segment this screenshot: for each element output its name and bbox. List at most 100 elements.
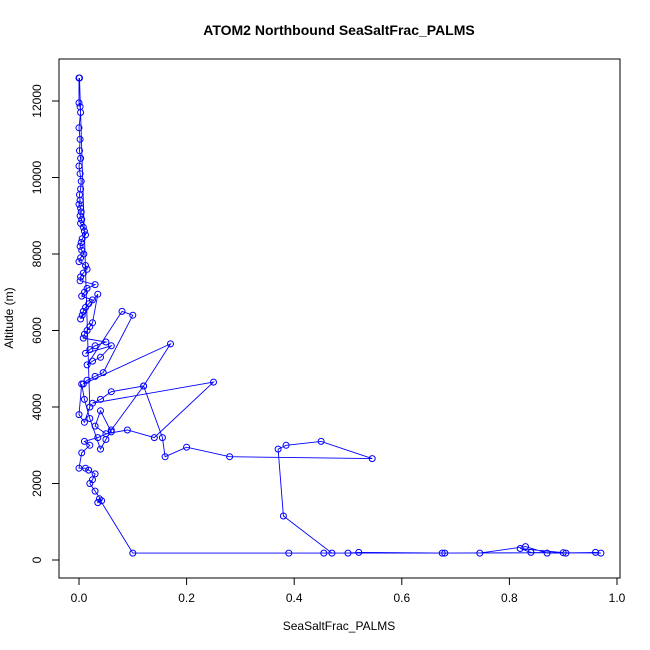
data-point: [76, 196, 84, 204]
data-point: [285, 549, 293, 557]
data-point: [86, 415, 94, 422]
data-point: [77, 315, 85, 323]
data-point: [91, 470, 99, 478]
data-point: [94, 499, 102, 507]
data-point: [78, 216, 86, 224]
data-point: [82, 349, 89, 357]
data-point: [85, 466, 93, 474]
data-point: [89, 357, 96, 365]
x-tick-label: 0.6: [393, 591, 410, 605]
data-point: [543, 549, 551, 557]
data-point: [80, 418, 88, 426]
data-point: [210, 378, 217, 386]
data-point: [77, 109, 85, 116]
data-point: [89, 296, 96, 304]
data-point: [83, 265, 91, 273]
data-point: [77, 204, 85, 212]
data-point: [80, 437, 88, 445]
data-point: [82, 304, 89, 311]
data-point: [76, 135, 84, 143]
data-point: [79, 307, 87, 315]
data-point: [75, 200, 83, 208]
data-point: [102, 338, 110, 346]
data-point: [320, 549, 328, 557]
y-tick-label: 2000: [30, 470, 44, 497]
y-axis: 0 2000 4000 6000 8000 10000 12000: [30, 84, 60, 563]
data-point: [274, 445, 282, 453]
data-point: [140, 382, 148, 390]
data-point: [78, 292, 86, 300]
data-point: [317, 437, 325, 445]
data-point: [95, 495, 103, 503]
data-point: [86, 441, 94, 449]
series-line: [78, 77, 601, 554]
data-point: [77, 154, 85, 162]
data-point: [123, 426, 131, 434]
data-point: [94, 434, 102, 442]
data-point: [150, 434, 158, 442]
data-point: [226, 453, 234, 461]
data-point: [183, 443, 191, 451]
x-axis: 0.0 0.2 0.4 0.6 0.8 1.0: [71, 577, 626, 605]
data-point: [97, 353, 104, 361]
data-point: [441, 549, 449, 557]
y-tick-label: 10000: [30, 160, 44, 194]
data-point: [167, 340, 174, 348]
data-point: [107, 426, 115, 434]
data-point: [562, 549, 570, 557]
data-point: [78, 235, 86, 243]
data-point: [86, 346, 94, 354]
y-axis-label: Altitude (m): [2, 287, 16, 348]
data-point: [97, 445, 104, 453]
data-point: [80, 395, 88, 403]
data-point: [592, 548, 599, 556]
data-point: [75, 124, 83, 132]
data-point: [99, 369, 107, 377]
data-point: [76, 74, 83, 82]
x-tick-label: 0.0: [71, 591, 88, 605]
data-point: [328, 549, 336, 557]
data-point: [76, 242, 84, 250]
data-point: [77, 273, 85, 281]
data-point: [91, 422, 99, 430]
data-point: [282, 441, 290, 449]
y-tick-label: 0: [30, 556, 44, 563]
y-tick-label: 6000: [30, 317, 44, 344]
data-point: [82, 262, 89, 269]
data-point: [83, 361, 91, 369]
x-tick-label: 0.4: [286, 591, 303, 605]
data-point: [355, 548, 363, 556]
data-point: [80, 227, 88, 235]
data-point: [91, 342, 99, 350]
data-point: [79, 223, 87, 231]
data-point: [91, 372, 99, 380]
data-point: [107, 388, 115, 396]
data-point: [527, 548, 535, 556]
data-point: [91, 487, 99, 495]
data-point: [107, 428, 115, 436]
plot-area: [75, 74, 605, 557]
data-point: [75, 99, 83, 107]
data-point: [129, 549, 137, 557]
data-point: [107, 342, 115, 350]
data-point: [79, 334, 87, 342]
data-point: [516, 545, 524, 552]
x-tick-label: 1.0: [609, 591, 626, 605]
data-point: [76, 170, 84, 178]
data-point: [94, 290, 102, 298]
y-tick-label: 12000: [30, 84, 44, 118]
data-point: [597, 549, 605, 557]
x-tick-label: 0.2: [178, 591, 195, 605]
data-point: [102, 436, 110, 443]
data-point: [161, 453, 169, 461]
chart-title: ATOM2 Northbound SeaSaltFrac_PALMS: [203, 22, 474, 38]
data-point: [78, 246, 86, 254]
data-point: [77, 177, 85, 185]
data-point: [83, 376, 91, 384]
data-point: [98, 497, 106, 505]
data-point: [78, 449, 86, 457]
data-point: [76, 212, 84, 220]
x-axis-label: SeaSaltFrac_PALMS: [283, 619, 396, 633]
data-point: [158, 434, 166, 442]
